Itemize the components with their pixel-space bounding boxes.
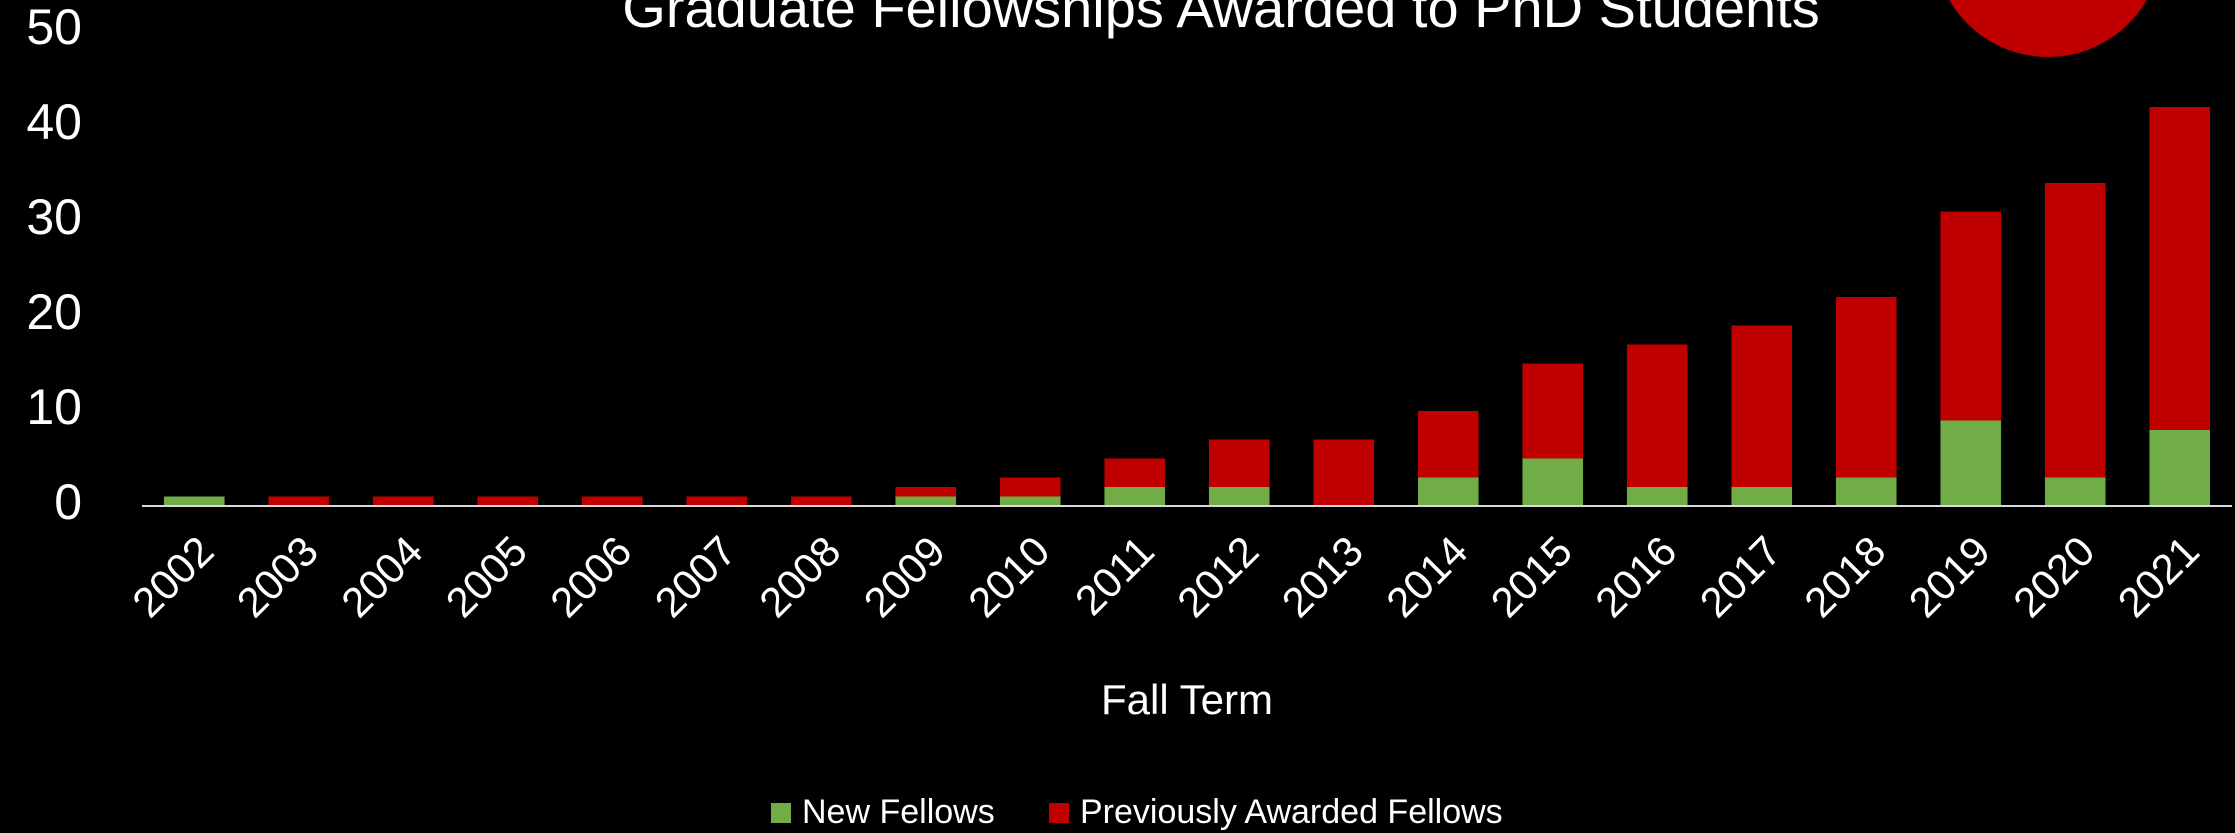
- bar-segment: [2044, 183, 2106, 478]
- bar-segment: [790, 496, 852, 506]
- bar-segment: [999, 496, 1061, 506]
- bar-segment: [1940, 420, 2002, 506]
- bar-segment: [2149, 107, 2211, 430]
- bar-segment: [1208, 487, 1270, 506]
- bar-segment: [268, 496, 330, 506]
- y-tick-label: 20: [26, 284, 82, 340]
- bar-segment: [1626, 344, 1688, 487]
- bar-segment: [1835, 297, 1897, 478]
- legend-swatch: [1049, 803, 1069, 823]
- bar-segment: [477, 496, 539, 506]
- legend-label: New Fellows: [802, 793, 995, 831]
- bar-segment: [895, 496, 957, 506]
- bar-segment: [1522, 363, 1584, 459]
- bar-segment: [1940, 211, 2002, 421]
- y-tick-label: 0: [54, 474, 82, 530]
- bar-segment: [1313, 439, 1375, 506]
- bar-segment: [1835, 477, 1897, 506]
- legend-label: Previously Awarded Fellows: [1080, 793, 1503, 831]
- y-tick-label: 50: [26, 0, 82, 55]
- bar-segment: [163, 496, 225, 506]
- legend-swatch: [771, 803, 791, 823]
- decor-circle: [1949, 0, 2147, 57]
- bar-segment: [581, 496, 643, 506]
- y-tick-label: 30: [26, 189, 82, 245]
- bar-segment: [1104, 458, 1166, 487]
- y-tick-label: 40: [26, 94, 82, 150]
- bar-segment: [686, 496, 748, 506]
- bar-segment: [2149, 430, 2211, 506]
- bar-segment: [1417, 411, 1479, 478]
- bar-segment: [1417, 477, 1479, 506]
- bar-segment: [372, 496, 434, 506]
- chart-title: Graduate Fellowships Awarded to PhD Stud…: [622, 0, 1819, 39]
- bar-segment: [895, 487, 957, 497]
- bar-segment: [1731, 487, 1793, 506]
- y-tick-label: 10: [26, 379, 82, 435]
- bar-segment: [1626, 487, 1688, 506]
- bar-segment: [2044, 477, 2106, 506]
- bar-segment: [1208, 439, 1270, 487]
- bar-segment: [1104, 487, 1166, 506]
- bar-segment: [1522, 458, 1584, 506]
- bar-segment: [999, 477, 1061, 497]
- x-axis-label: Fall Term: [1101, 676, 1273, 723]
- bar-segment: [1731, 325, 1793, 487]
